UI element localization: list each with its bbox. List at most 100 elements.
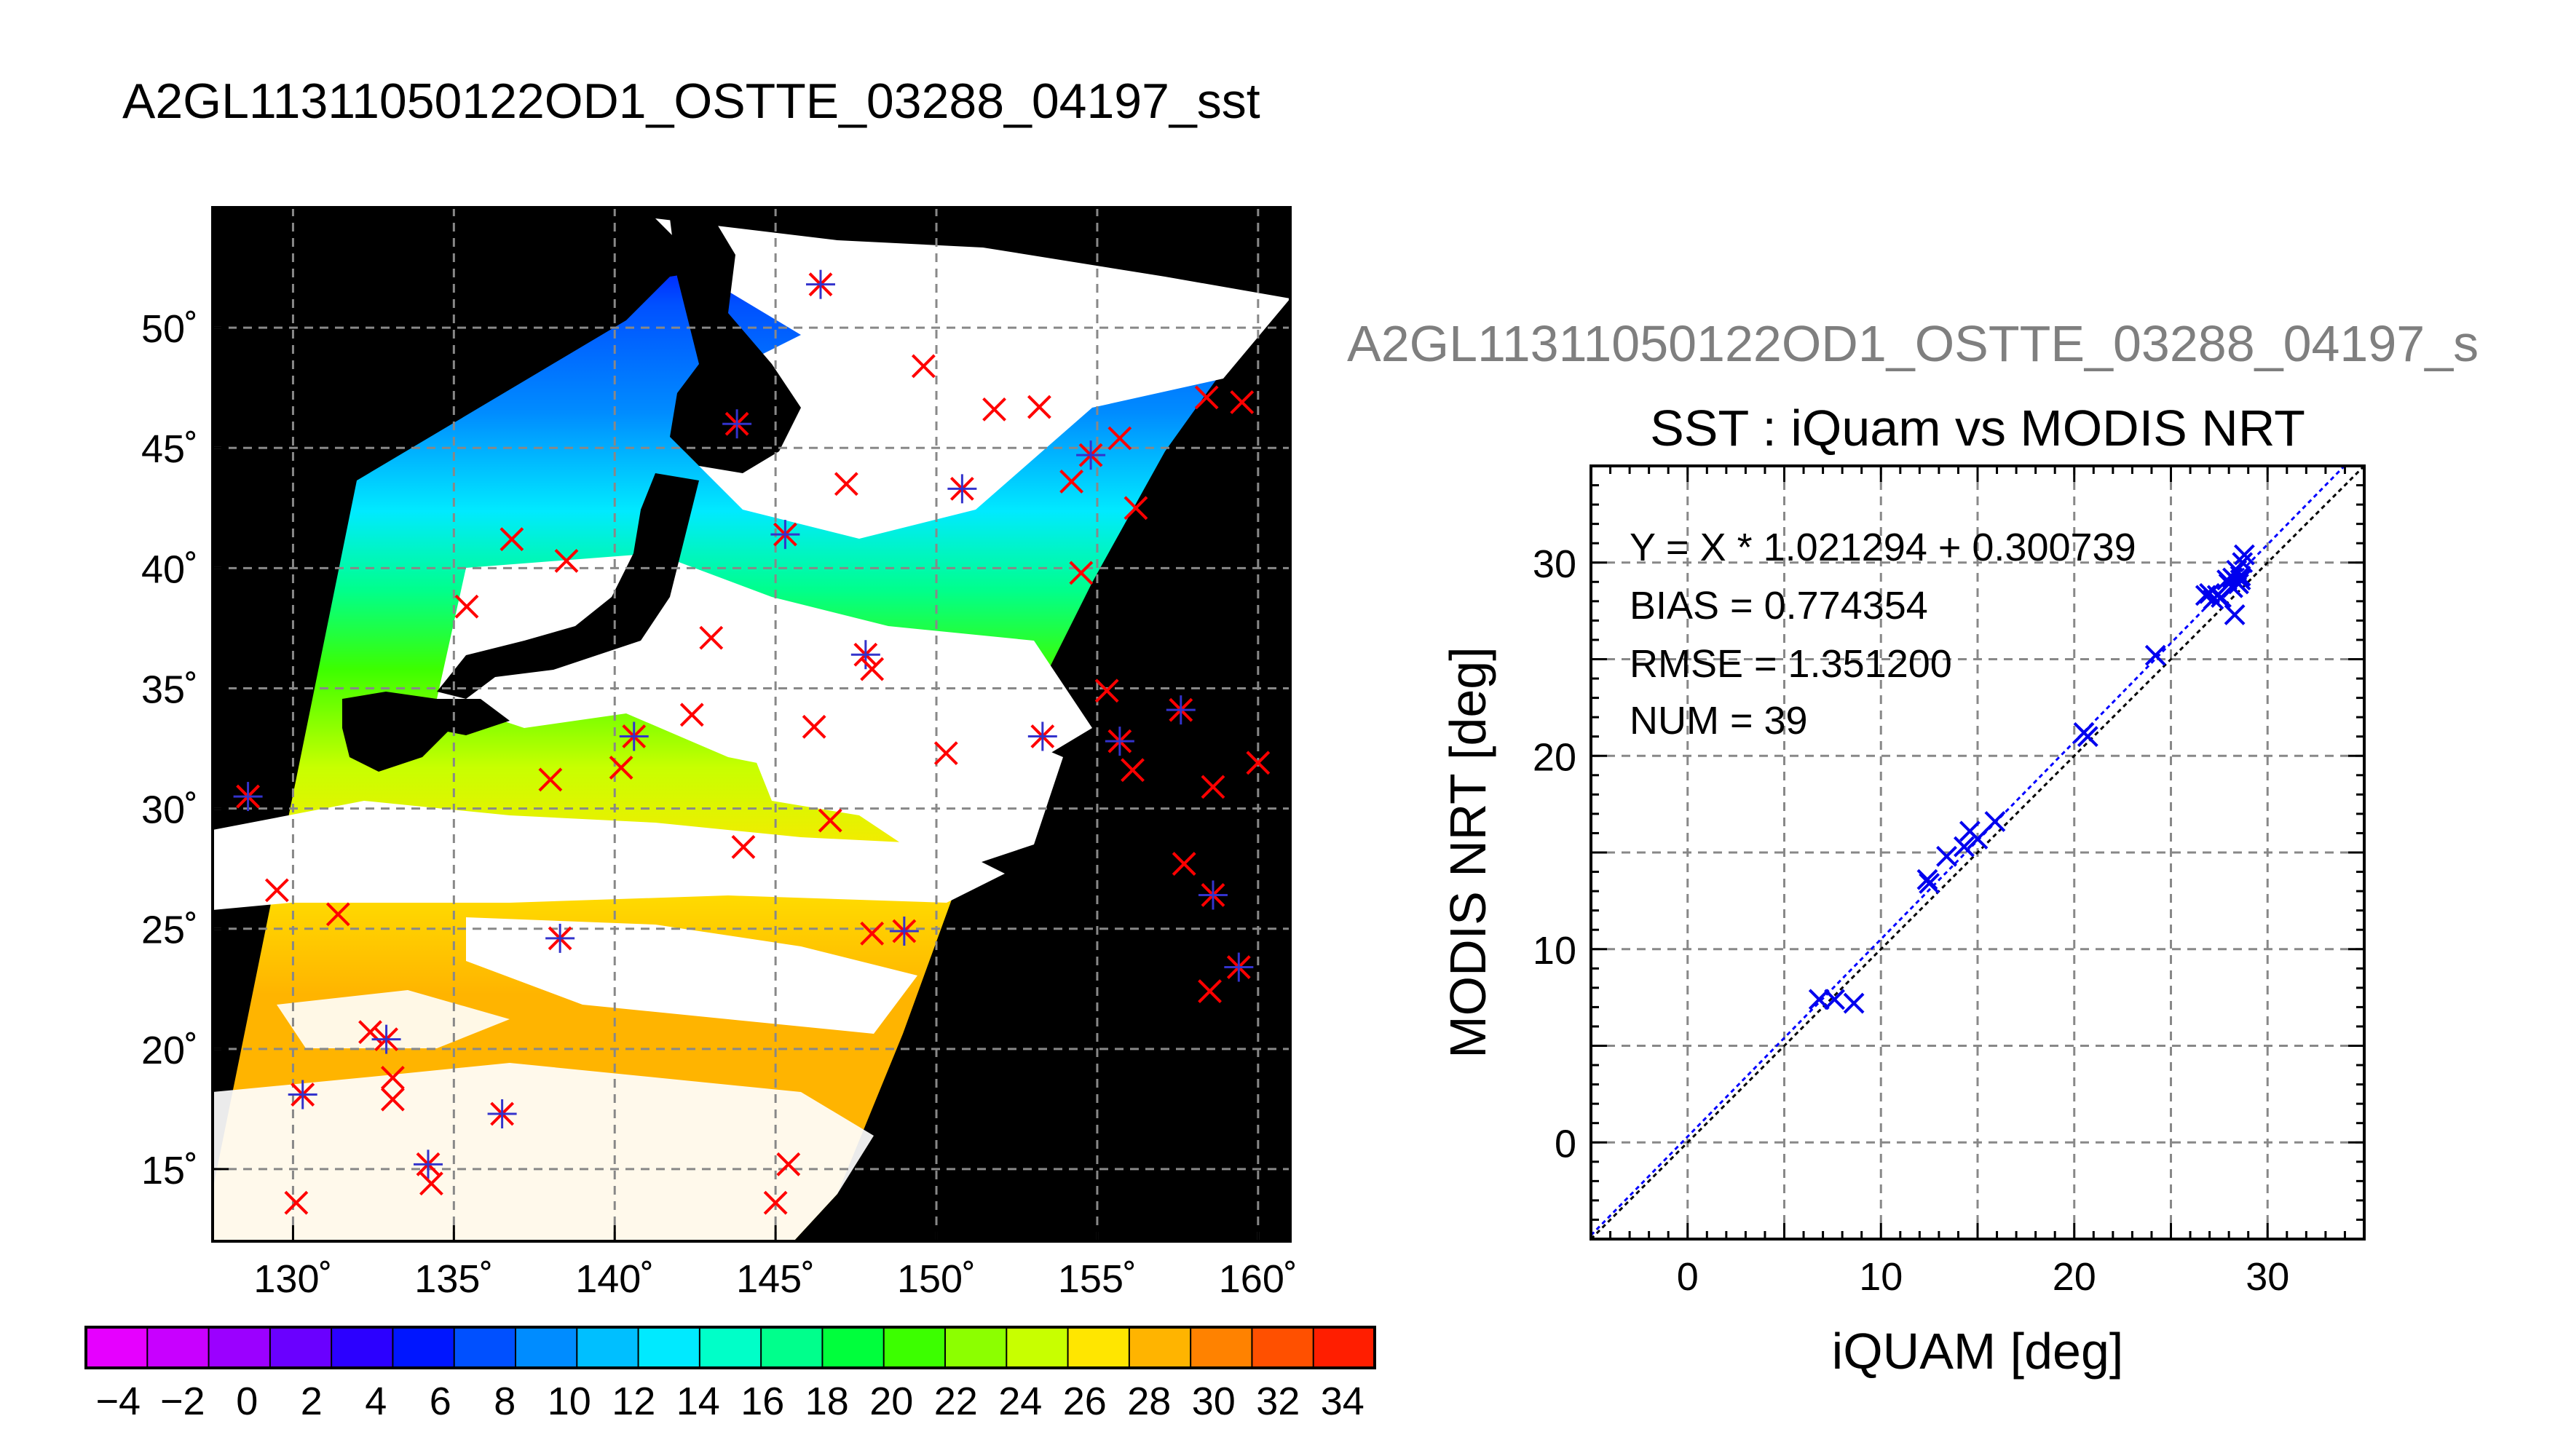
matchup-marker (1172, 852, 1196, 876)
matchup-marker (911, 354, 936, 379)
y-tick-label: 20 (1533, 735, 1576, 779)
matched-marker (1027, 721, 1057, 751)
scatter-point (1954, 836, 1975, 858)
colorbar-label: 4 (365, 1380, 387, 1423)
scatter-point (1843, 992, 1865, 1014)
lon-tick-label: 150˚ (897, 1257, 976, 1301)
scatter-title: SST : iQuam vs MODIS NRT (1650, 400, 2305, 456)
colorbar-label: 20 (869, 1380, 913, 1423)
colorbar-label: 26 (1063, 1380, 1107, 1423)
y-axis-label: MODIS NRT [deg] (1440, 646, 1496, 1058)
reference-lines (1591, 466, 2364, 1239)
x-tick-label: 30 (2246, 1255, 2289, 1299)
scatter-point (1967, 828, 1989, 850)
map-frame (211, 206, 1292, 1243)
colorbar-segment (392, 1326, 456, 1369)
matched-marker (371, 1024, 401, 1054)
colorbar-label: 0 (236, 1380, 258, 1423)
lat-tick-label: 15˚ (141, 1149, 198, 1192)
colorbar-segment (331, 1326, 394, 1369)
colorbar: −4 −2 0 2 4 6 8 10 12 14 16 18 20 22 24 26 28 30 32 34 (84, 1326, 1376, 1423)
colorbar-label: 16 (741, 1380, 784, 1423)
colorbar-label: 22 (934, 1380, 978, 1423)
colorbar-segment (760, 1326, 824, 1369)
colorbar-segment (698, 1326, 762, 1369)
matchup-marker (1201, 775, 1225, 799)
matched-marker (947, 474, 977, 504)
matchup-marker (1246, 751, 1271, 775)
y-tick-label: 10 (1533, 929, 1576, 973)
matched-marker (1166, 695, 1196, 725)
matched-marker (545, 923, 575, 953)
matchup-marker (1194, 385, 1219, 410)
matched-marker (619, 721, 649, 751)
lat-tick-label: 25˚ (141, 909, 198, 952)
matchup-marker (818, 808, 842, 833)
colorbar-label: 14 (676, 1380, 720, 1423)
matchup-marker (802, 714, 826, 739)
colorbar-frame (84, 1326, 1376, 1369)
matchup-marker (860, 657, 885, 681)
lat-tick-label: 50˚ (141, 307, 198, 351)
matchup-marker (499, 527, 524, 552)
colorbar-segment (208, 1326, 272, 1369)
lon-tick-label: 155˚ (1058, 1257, 1137, 1301)
colorbar-segment (453, 1326, 517, 1369)
lon-tick-label: 145˚ (736, 1257, 815, 1301)
colorbar-label: 10 (548, 1380, 591, 1423)
matchup-marker (699, 625, 724, 650)
matchup-marker (1069, 561, 1094, 585)
matchup-marker (325, 902, 350, 927)
matchup-marker (1230, 390, 1255, 414)
matched-marker (770, 520, 800, 550)
matched-marker (1198, 880, 1228, 910)
lon-tick-label: 130˚ (253, 1257, 332, 1301)
colorbar-label: 34 (1321, 1380, 1365, 1423)
scatter-point (1808, 989, 1830, 1010)
y-tick-label: 0 (1555, 1122, 1576, 1166)
longitude-tick-labels: 130˚ 135˚ 140˚ 145˚ 150˚ 155˚ 160˚ (253, 1257, 1297, 1301)
scatter-point (2232, 552, 2254, 574)
x-tick-labels: 0 10 20 30 (1677, 1255, 2290, 1299)
scatter-point (2230, 569, 2251, 591)
x-tick-label: 20 (2053, 1255, 2096, 1299)
num-stat: NUM = 39 (1630, 699, 1808, 743)
matched-marker (288, 1080, 317, 1109)
rmse-stat: RMSE = 1.351200 (1630, 642, 1952, 686)
colorbar-label: 2 (301, 1380, 323, 1423)
lat-tick-label: 35˚ (141, 668, 198, 711)
matchup-marker (1121, 758, 1145, 783)
matchup-marker (380, 1066, 405, 1090)
y-tick-labels: 0 10 20 30 (1533, 542, 1576, 1166)
matchup-marker (538, 767, 563, 792)
colorbar-segment (944, 1326, 1008, 1369)
colorbar-label: 30 (1192, 1380, 1236, 1423)
lon-tick-label: 160˚ (1219, 1257, 1298, 1301)
one-to-one-line (1591, 466, 2364, 1239)
colorbar-label: 12 (612, 1380, 655, 1423)
fit-equation: Y = X * 1.021294 + 0.300739 (1630, 526, 2136, 569)
matchup-marker (609, 756, 633, 780)
scatter-minor-ticks (1591, 466, 2364, 1239)
scatter-point (1824, 989, 1845, 1010)
y-tick-label: 30 (1533, 542, 1576, 586)
x-tick-label: 0 (1677, 1255, 1699, 1299)
colorbar-label: 24 (998, 1380, 1042, 1423)
matchup-marker (1059, 470, 1083, 494)
matchup-marker (419, 1171, 443, 1196)
scatter-point (1919, 873, 1940, 894)
matchup-marker (776, 1152, 801, 1176)
matchup-marker (1027, 395, 1051, 419)
matchup-markers (233, 269, 1271, 1215)
matchup-marker (860, 921, 885, 946)
figure-title: A2GL11311050122OD1_OSTTE_03288_04197_sst (122, 74, 1260, 129)
lat-tick-label: 40˚ (141, 547, 198, 591)
scatter-point (1984, 811, 2006, 832)
matched-marker (414, 1150, 443, 1179)
matchup-marker (982, 397, 1006, 422)
matchup-marker (264, 878, 289, 903)
matchup-marker (554, 549, 579, 573)
cloud-cover (213, 218, 1290, 1241)
matchup-marker (1198, 979, 1222, 1003)
